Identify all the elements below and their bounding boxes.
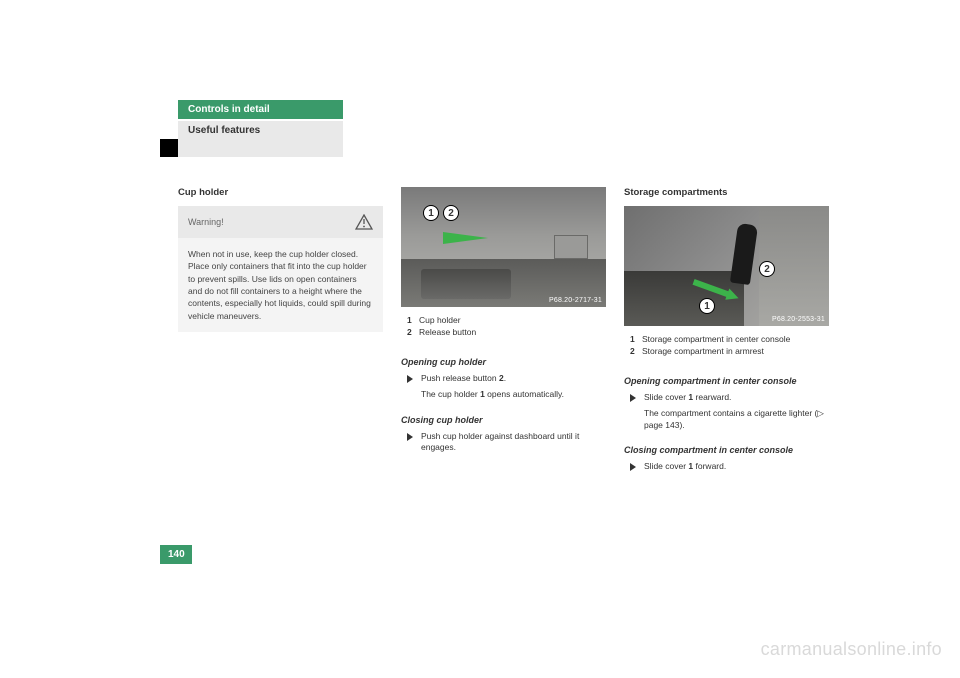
photo-id: P68.20-2717-31 <box>549 297 602 304</box>
section-title: Useful features <box>178 121 343 157</box>
column-2: 1 2 P68.20-2717-31 1Cup holder 2Release … <box>401 187 606 477</box>
page-number: 140 <box>160 545 192 564</box>
column-1: Cup holder Warning! When not in use, kee… <box>178 187 383 477</box>
photo-callout-2: 2 <box>759 261 775 277</box>
bullet-icon <box>630 463 636 471</box>
black-marker <box>160 139 178 157</box>
chapter-title: Controls in detail <box>178 100 343 119</box>
bullet-icon <box>407 375 413 383</box>
photo-callout-2: 2 <box>443 205 459 221</box>
bullet-icon <box>407 433 413 441</box>
watermark: carmanualsonline.info <box>761 639 942 660</box>
photo-id: P68.20-2553-31 <box>772 316 825 323</box>
result-open-cup: The cup holder 1 opens automatically. <box>401 389 606 401</box>
opening-cup-holder-heading: Opening cup holder <box>401 357 606 367</box>
warning-triangle-icon <box>355 214 373 230</box>
photo-callout-1: 1 <box>699 298 715 314</box>
warning-header: Warning! <box>178 206 383 238</box>
photo-legend: 1Cup holder 2Release button <box>407 315 606 339</box>
step-open-console: Slide cover 1 rearward. <box>624 392 829 404</box>
opening-console-heading: Opening compartment in center console <box>624 376 829 386</box>
photo-legend: 1Storage compartment in center console 2… <box>630 334 829 358</box>
storage-photo: 1 2 P68.20-2553-31 <box>624 206 829 326</box>
step-close-console: Slide cover 1 forward. <box>624 461 829 473</box>
bullet-icon <box>630 394 636 402</box>
page-content: Controls in detail Useful features Cup h… <box>160 100 850 477</box>
photo-callout-1: 1 <box>423 205 439 221</box>
cup-holder-photo: 1 2 P68.20-2717-31 <box>401 187 606 307</box>
storage-heading: Storage compartments <box>624 187 829 198</box>
header: Controls in detail Useful features <box>160 100 850 157</box>
closing-console-heading: Closing compartment in center console <box>624 445 829 455</box>
closing-cup-holder-heading: Closing cup holder <box>401 415 606 425</box>
step-open-cup: Push release button 2. <box>401 373 606 385</box>
step-close-cup: Push cup holder against dashboard until … <box>401 431 606 455</box>
column-3: Storage compartments 1 2 P68.20-2553-31 … <box>624 187 829 477</box>
cup-holder-heading: Cup holder <box>178 187 383 198</box>
warning-label: Warning! <box>188 217 224 227</box>
warning-body: When not in use, keep the cup holder clo… <box>178 238 383 332</box>
result-open-console: The compartment contains a cigarette lig… <box>624 408 829 432</box>
